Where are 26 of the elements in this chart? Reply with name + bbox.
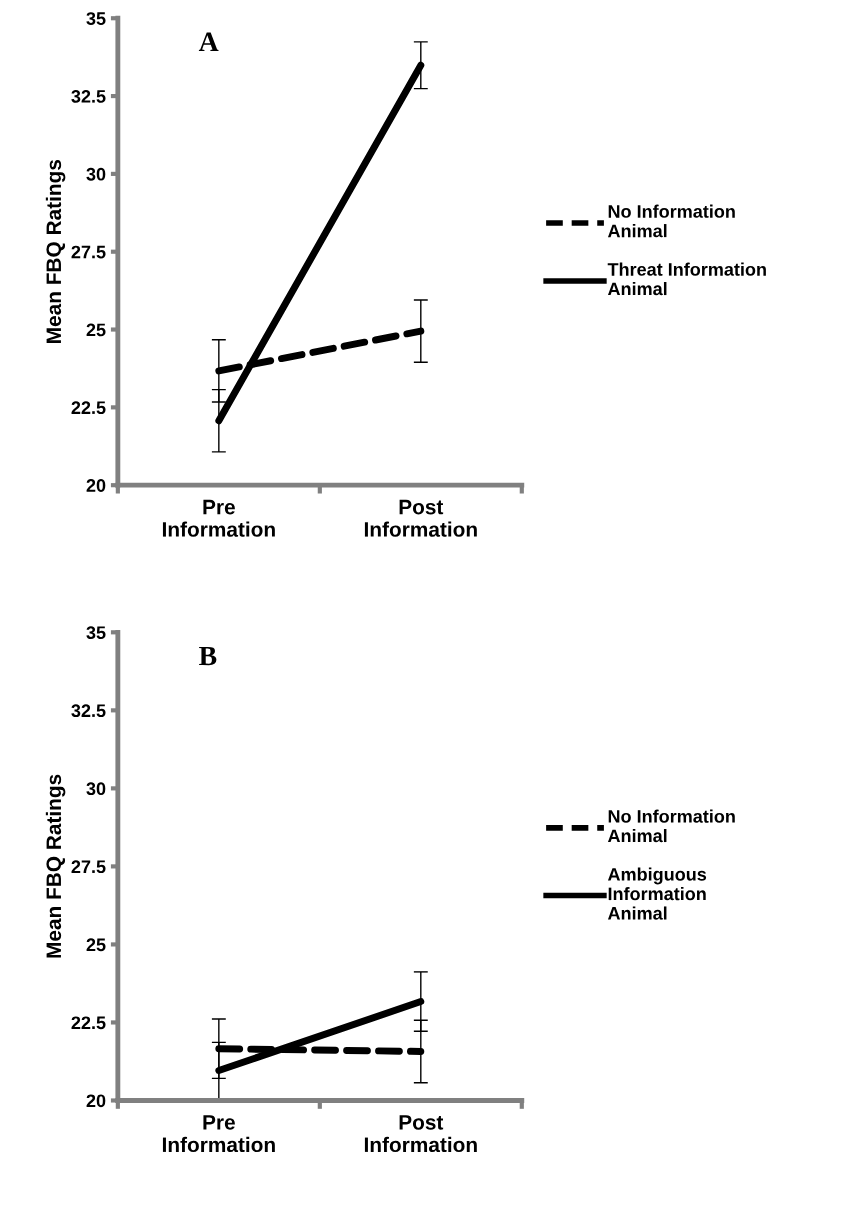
- x-tick-label: Pre Information: [162, 499, 275, 537]
- legend-label: No Information Animal: [607, 809, 735, 843]
- legend-label: Ambiguous Information Animal: [607, 867, 707, 920]
- y-tick-label: 32.5: [71, 704, 106, 718]
- y-tick-label: 35: [86, 626, 106, 640]
- y-tick-label: 22.5: [71, 401, 106, 415]
- x-tick-label: Post Information: [364, 499, 477, 537]
- y-tick-label: 35: [86, 12, 106, 25]
- y-tick-label: 27.5: [71, 860, 106, 874]
- annotation: B: [199, 646, 217, 666]
- y-tick-label: 32.5: [71, 90, 106, 103]
- annotation: A: [198, 32, 219, 51]
- y-tick-label: 25: [86, 323, 106, 337]
- y-tick-label: 27.5: [71, 245, 106, 259]
- y-tick-label: 30: [86, 782, 106, 796]
- y-tick-label: 30: [86, 167, 106, 181]
- y-tick-label: 20: [86, 479, 106, 492]
- y-tick-label: 25: [86, 938, 106, 952]
- x-tick-label: Post Information: [364, 1115, 477, 1153]
- y-axis-title: Mean FBQ Ratings: [45, 774, 66, 958]
- x-tick-label: Pre Information: [162, 1115, 275, 1153]
- y-tick-label: 20: [86, 1094, 106, 1108]
- legend-label: No Information Animal: [607, 204, 735, 238]
- y-tick-label: 22.5: [71, 1016, 106, 1030]
- y-axis-title: Mean FBQ Ratings: [45, 159, 66, 343]
- legend-label: Threat Information Animal: [607, 262, 766, 296]
